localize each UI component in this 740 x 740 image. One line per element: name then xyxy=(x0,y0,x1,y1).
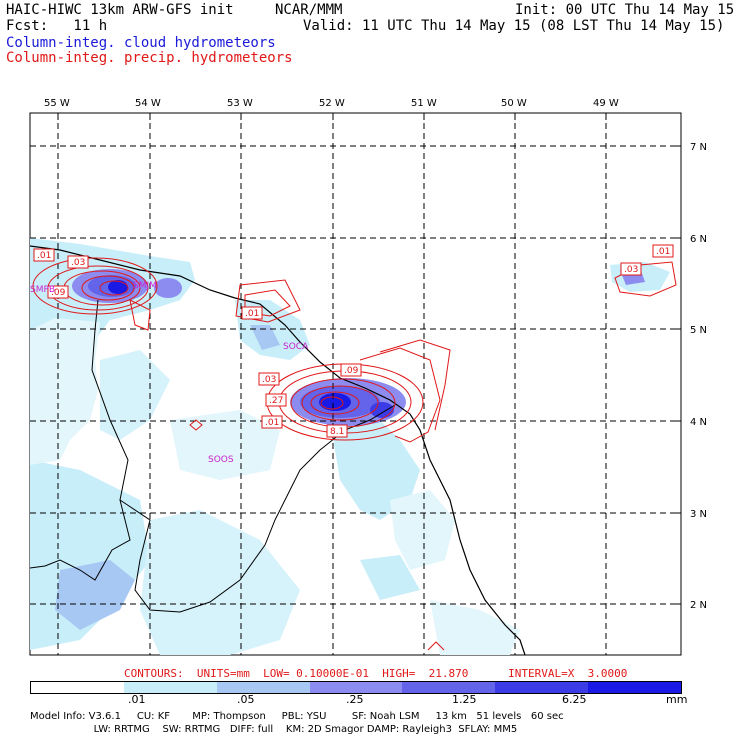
contour-label: 8.1 xyxy=(330,427,344,437)
contour-label: .03 xyxy=(262,375,276,385)
forecast-hour: Fcst: 11 h xyxy=(6,18,108,34)
colorbar-bin xyxy=(402,682,496,693)
colorbar-bin xyxy=(123,682,217,693)
colorbar xyxy=(30,681,682,694)
lon-label: 49 W xyxy=(593,98,619,109)
lon-label: 55 W xyxy=(44,98,70,109)
init-time: Init: 00 UTC Thu 14 May 15 xyxy=(515,2,735,18)
colorbar-bin xyxy=(495,682,589,693)
lon-label: 50 W xyxy=(501,98,527,109)
colorbar-bin xyxy=(31,682,124,693)
contour-label: .01 xyxy=(37,251,51,261)
colorbar-bin xyxy=(216,682,310,693)
contour-label: .03 xyxy=(71,258,85,268)
colorbar-tick: .25 xyxy=(346,693,364,706)
station-label: SOCA xyxy=(283,342,309,352)
colorbar-tick: .01 xyxy=(128,693,146,706)
colorbar-unit: mm xyxy=(666,693,688,706)
legend-precip: Column-integ. precip. hydrometeors xyxy=(6,50,293,66)
lon-label: 51 W xyxy=(411,98,437,109)
colorbar-tick: .05 xyxy=(237,693,255,706)
contour-label: .01 xyxy=(245,309,259,319)
latitude-labels: 7 N 6 N 5 N 4 N 3 N 2 N xyxy=(690,142,707,611)
contour-labels: .01 .03 .09 .01 .03 .27 .01 .09 8.1 .03 … xyxy=(33,244,674,438)
station-label: SMJM xyxy=(133,281,157,291)
colorbar-tick: 1.25 xyxy=(452,693,477,706)
legend-cloud: Column-integ. cloud hydrometeors xyxy=(6,35,276,51)
lat-label: 3 N xyxy=(690,509,707,520)
colorbar-bin xyxy=(309,682,403,693)
longitude-labels: 55 W 54 W 53 W 52 W 51 W 50 W 49 W xyxy=(44,98,619,109)
contour-label: .09 xyxy=(344,366,359,376)
model-info-line1: Model Info: V3.6.1 CU: KF MP: Thompson P… xyxy=(30,711,564,722)
map-title: HAIC-HIWC 13km ARW-GFS init xyxy=(6,2,234,18)
contour-label: .01 xyxy=(656,247,670,257)
lon-label: 54 W xyxy=(135,98,161,109)
lat-label: 6 N xyxy=(690,234,707,245)
contour-label: .27 xyxy=(269,396,283,406)
contour-label: .09 xyxy=(51,288,66,298)
lat-label: 4 N xyxy=(690,417,707,428)
coastline xyxy=(29,245,526,656)
station-label: SMPB xyxy=(30,285,55,295)
contour-label: .01 xyxy=(265,418,279,428)
lon-label: 53 W xyxy=(227,98,253,109)
lat-label: 5 N xyxy=(690,325,707,336)
colorbar-bin xyxy=(588,682,682,693)
lat-label: 2 N xyxy=(690,600,707,611)
map-organization: NCAR/MMM xyxy=(275,2,343,18)
station-labels: SMPB SOCA SOOS SMJM xyxy=(30,281,309,465)
contour-info: CONTOURS: UNITS=mm LOW= 0.10000E-01 HIGH… xyxy=(124,667,628,680)
contour-label: .03 xyxy=(624,265,638,275)
station-label: SOOS xyxy=(208,455,234,465)
colorbar-tick: 6.25 xyxy=(562,693,587,706)
lat-lon-grid xyxy=(30,113,681,655)
model-info-line2: LW: RRTMG SW: RRTMG DIFF: full KM: 2D Sm… xyxy=(30,724,518,735)
valid-time: Valid: 11 UTC Thu 14 May 15 (08 LST Thu … xyxy=(303,18,725,34)
lon-label: 52 W xyxy=(319,98,345,109)
lat-label: 7 N xyxy=(690,142,707,153)
